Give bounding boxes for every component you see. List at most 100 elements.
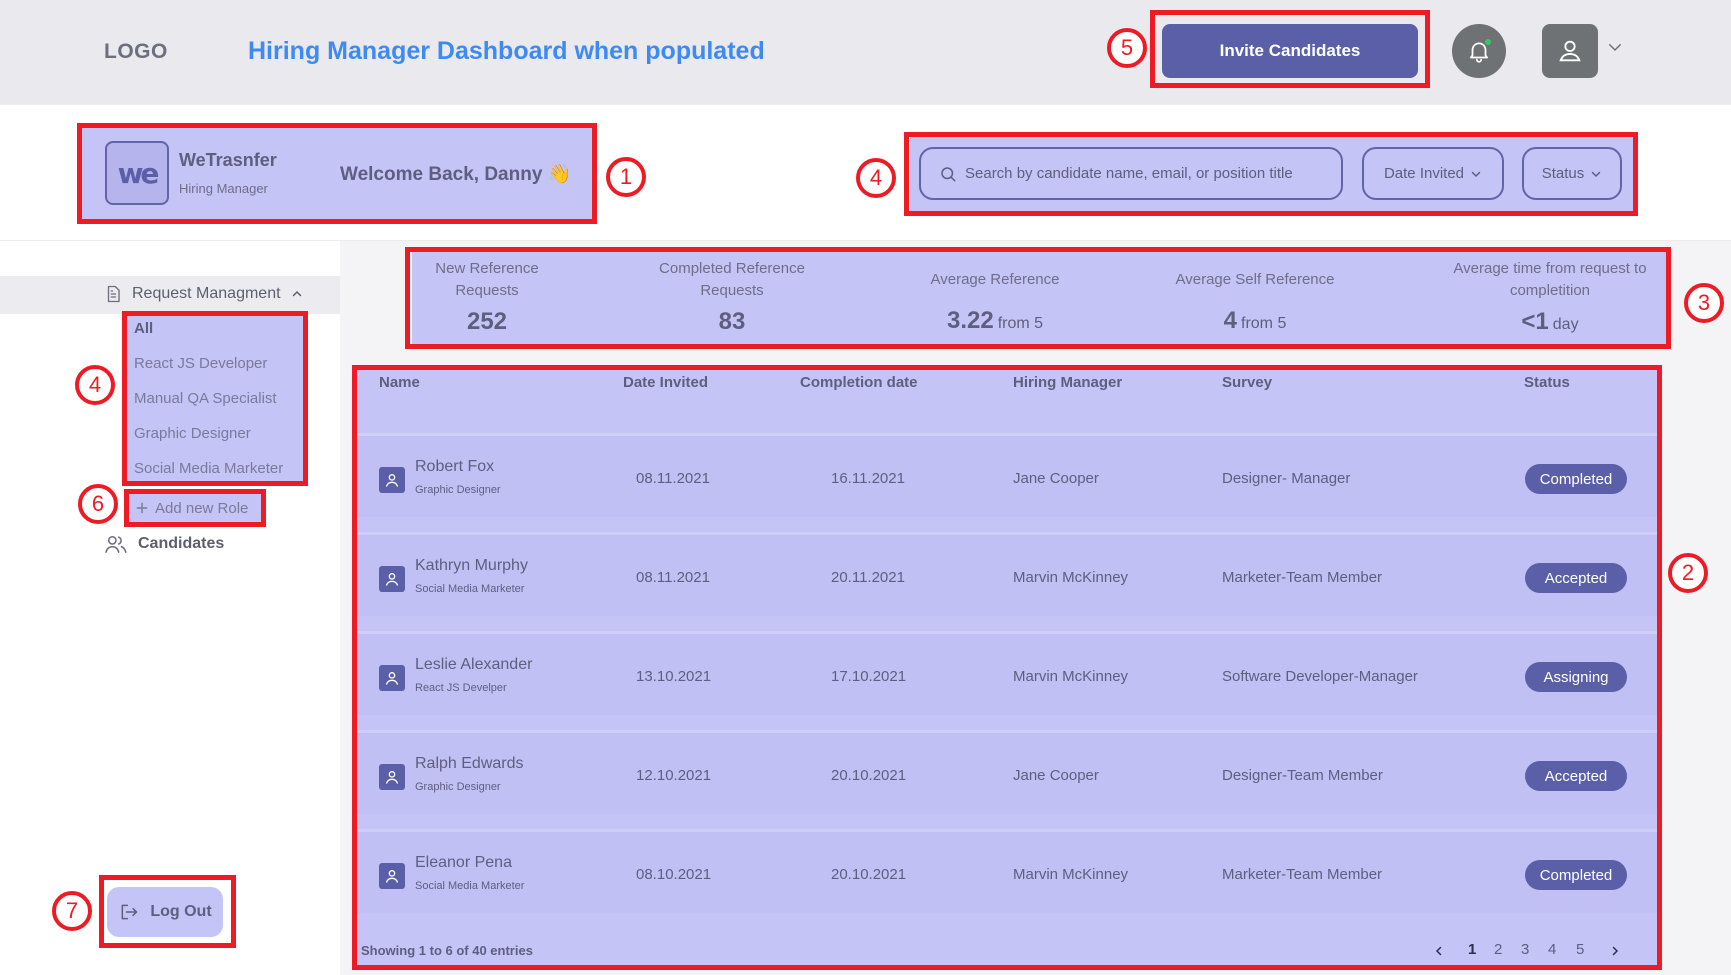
page-5[interactable]: 5 [1576,941,1585,958]
annotation-box-1 [77,123,597,224]
chevron-down-icon [1471,171,1481,177]
annotation-box-4-filters [904,132,1638,216]
logout-button[interactable]: Log Out [107,887,223,937]
hiring-manager: Jane Cooper [1013,767,1099,784]
logo[interactable]: LOGO [104,40,168,63]
page-4[interactable]: 4 [1548,941,1557,958]
status-dropdown[interactable]: Status [1522,147,1622,200]
stat-average-time: Average time from request to completitio… [1440,258,1660,336]
notifications-button[interactable] [1452,24,1506,78]
chevron-left-icon[interactable] [1433,944,1445,958]
annotation-marker-1: 1 [606,157,646,197]
logout-label: Log Out [150,903,212,920]
annotation-box-3 [405,247,1671,349]
person-icon [379,467,405,493]
annotation-marker-7: 7 [52,891,92,931]
hiring-manager: Jane Cooper [1013,470,1099,487]
column-header-survey[interactable]: Survey [1222,374,1273,391]
table-row[interactable]: Ralph Edwards Graphic Designer 12.10.202… [357,730,1657,814]
add-role-label: Add new Role [155,499,249,517]
stat-completed-requests: Completed Reference Requests 83 [640,258,824,336]
page-1[interactable]: 1 [1468,941,1477,958]
stat-value: 252 [418,308,556,336]
search-input[interactable] [965,165,1335,182]
date-invited-dropdown[interactable]: Date Invited [1362,147,1504,200]
candidate-role: Graphic Designer [415,484,501,496]
stat-number: 3.22 [946,307,994,334]
annotation-marker-4-filters: 4 [856,158,896,198]
stat-label: Average time from request to completitio… [1453,260,1647,299]
hiring-manager: Marvin McKinney [1013,569,1129,586]
table-row[interactable]: Leslie Alexander React JS Develper 13.10… [357,631,1657,715]
candidate-name[interactable]: Ralph Edwards [415,755,524,772]
stat-average-reference: Average Reference 3.22 from 5 [880,269,1110,335]
annotation-marker-3: 3 [1684,283,1724,323]
column-header-date-invited[interactable]: Date Invited [623,374,709,391]
table-row[interactable]: Kathryn Murphy Social Media Marketer 08.… [357,532,1657,616]
request-management-toggle[interactable]: Request Managment [104,284,303,304]
sidebar-item-all[interactable]: All [134,320,154,337]
sidebar-item-manual-qa-specialist[interactable]: Manual QA Specialist [134,390,277,407]
column-header-name[interactable]: Name [379,374,420,391]
user-avatar-button[interactable] [1542,24,1598,78]
column-header-status[interactable]: Status [1524,374,1570,391]
status-badge: Completed [1525,464,1627,494]
status-badge: Assigning [1525,662,1627,692]
candidates-label: Candidates [138,535,225,552]
annotation-box-7 [99,875,236,948]
table-row[interactable]: Robert Fox Graphic Designer 08.11.2021 1… [357,433,1657,517]
table-row[interactable]: Eleanor Pena Social Media Marketer 08.10… [357,829,1657,913]
search-field[interactable] [919,147,1343,200]
candidate-role: Graphic Designer [415,781,501,793]
survey: Software Developer-Manager [1222,668,1418,685]
date-invited: 12.10.2021 [636,767,712,784]
chevron-right-icon[interactable] [1609,944,1621,958]
sidebar-item-react-js-developer[interactable]: React JS Developer [134,355,268,372]
candidate-name[interactable]: Leslie Alexander [415,656,533,673]
user-icon [1559,40,1581,62]
sidebar-item-candidates[interactable]: Candidates [104,534,224,554]
annotation-marker-6: 6 [78,484,118,524]
annotation-box-4-sidebar [122,311,308,486]
page-3[interactable]: 3 [1521,941,1530,958]
completion-date: 16.11.2021 [831,470,905,487]
page-2[interactable]: 2 [1494,941,1503,958]
stat-number: 4 [1223,307,1237,334]
date-invited-label: Date Invited [1383,165,1465,182]
survey: Designer-Team Member [1222,767,1383,784]
document-icon [107,285,120,303]
candidate-name[interactable]: Eleanor Pena [415,854,512,871]
notification-dot [1485,39,1491,45]
completion-date: 20.10.2021 [831,866,907,883]
stat-number: 252 [466,308,508,335]
stat-value: 4 from 5 [1140,307,1370,335]
completion-date: 20.10.2021 [831,767,907,784]
stat-label: Completed Reference Requests [659,260,805,299]
completion-date: 20.11.2021 [831,569,905,586]
sidebar-item-social-media-marketer[interactable]: Social Media Marketer [134,460,284,477]
survey: Designer- Manager [1222,470,1351,487]
person-icon [379,665,405,691]
stat-label: Average Self Reference [1175,271,1335,288]
add-role-button[interactable]: Add new Role [127,492,262,524]
annotation-marker-4-sidebar: 4 [75,365,115,405]
annotation-box-2 [352,365,1662,970]
candidate-name[interactable]: Kathryn Murphy [415,557,528,574]
sidebar-item-graphic-designer[interactable]: Graphic Designer [134,425,251,442]
company-logo: we [105,141,169,205]
column-header-completion-date[interactable]: Completion date [800,374,918,391]
candidate-role: React JS Develper [415,682,507,694]
column-header-hiring-manager[interactable]: Hiring Manager [1013,374,1123,391]
stat-label: New Reference Requests [435,260,539,299]
chevron-down-icon[interactable] [1606,38,1624,56]
annotation-marker-5: 5 [1107,28,1147,68]
date-invited: 08.11.2021 [636,569,710,586]
plus-icon [136,502,148,514]
stat-value: 83 [640,308,824,336]
stat-suffix: from 5 [1241,315,1287,332]
pagination-summary: Showing 1 to 6 of 40 entries [361,943,533,958]
invite-candidates-button[interactable]: Invite Candidates [1162,24,1418,78]
annotation-box-5 [1150,10,1430,88]
candidate-name[interactable]: Robert Fox [415,458,495,475]
annotation-box-6 [124,489,266,527]
